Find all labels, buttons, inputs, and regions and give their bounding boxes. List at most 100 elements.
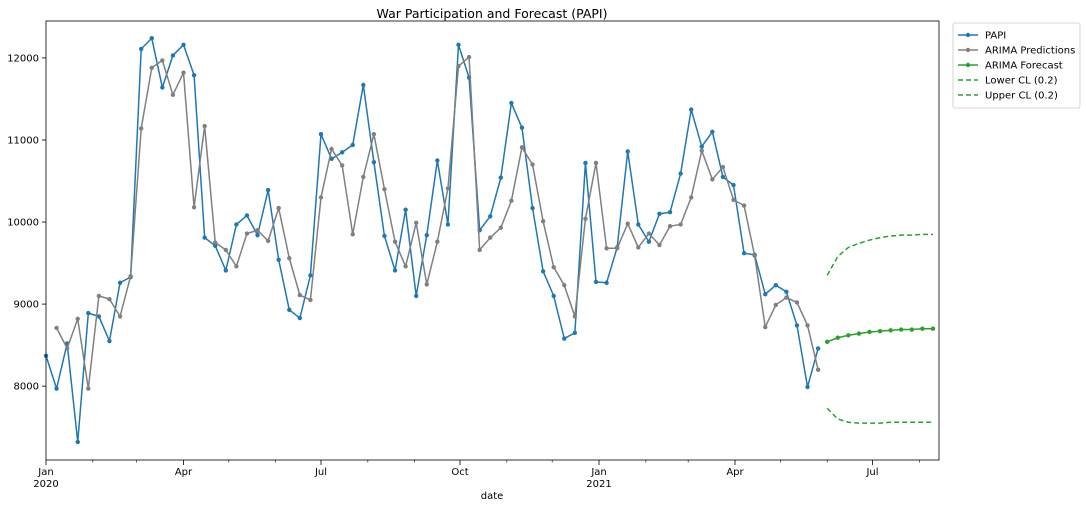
data-point (202, 235, 207, 240)
data-point (583, 216, 588, 221)
data-point (160, 85, 165, 90)
data-point (551, 293, 556, 299)
data-point (720, 164, 726, 170)
x-tick-label: Apr (726, 467, 744, 478)
data-point (805, 384, 810, 390)
data-point (265, 238, 271, 244)
data-point (824, 339, 830, 345)
y-axis: 8000 9000 10000 11000 12000 (7, 53, 46, 393)
legend-label: ARIMA Forecast (985, 61, 1063, 72)
series-line (55, 55, 819, 389)
data-point (318, 195, 324, 200)
data-point (815, 346, 821, 351)
data-point (339, 163, 345, 168)
data-point (350, 232, 355, 237)
legend-label: PAPI (985, 31, 1006, 42)
data-point (107, 296, 112, 302)
data-point (160, 58, 165, 63)
data-point (720, 174, 726, 180)
data-point (276, 257, 281, 262)
data-point (763, 324, 768, 330)
data-point (96, 314, 102, 319)
data-point (128, 273, 133, 279)
series-line (826, 407, 933, 424)
data-point (138, 46, 144, 52)
data-point (265, 187, 271, 193)
data-point (710, 177, 715, 182)
data-point (604, 280, 609, 285)
data-point (699, 144, 704, 149)
data-point (424, 282, 429, 287)
data-point (361, 82, 366, 88)
data-point (846, 333, 851, 338)
data-point (276, 205, 281, 211)
data-point (509, 198, 514, 203)
data-point (234, 264, 239, 269)
data-point (54, 386, 59, 391)
data-point (540, 219, 546, 224)
data-point (562, 336, 567, 341)
data-point (297, 292, 303, 298)
data-point (287, 255, 292, 261)
legend-marker (965, 47, 971, 53)
data-point (530, 162, 535, 167)
data-point (710, 129, 715, 134)
x-tick-label: Oct (451, 467, 468, 478)
data-point (202, 123, 207, 129)
data-point (424, 232, 429, 238)
y-tick-label: 10000 (7, 218, 39, 229)
x-tick-label: Jul (314, 467, 327, 478)
data-point (614, 246, 620, 251)
data-point (255, 232, 260, 238)
data-point (741, 203, 747, 208)
x-axis-label: date (481, 491, 504, 502)
data-point (583, 160, 588, 166)
data-point (75, 439, 80, 445)
data-point (413, 220, 419, 226)
data-point (773, 283, 779, 288)
data-point (350, 142, 355, 148)
data-point (678, 222, 683, 227)
data-point (181, 70, 186, 75)
data-point (181, 42, 186, 47)
legend-marker (965, 32, 971, 38)
data-point (75, 316, 80, 322)
data-point (107, 338, 112, 344)
data-point (191, 72, 197, 78)
data-point (794, 300, 800, 305)
data-point (667, 223, 673, 229)
data-point (96, 293, 102, 299)
y-tick-label: 12000 (7, 53, 39, 64)
data-point (413, 293, 419, 299)
series-ci-3 (826, 407, 933, 424)
data-point (54, 325, 59, 331)
data-point (392, 268, 398, 273)
data-point (625, 149, 630, 154)
data-point (509, 100, 514, 106)
data-point (741, 251, 747, 256)
data-point (625, 221, 630, 226)
x-tick-label: Jan (590, 467, 606, 478)
x-tick-label: Jul (865, 467, 878, 478)
x-tick-label: Jan (37, 467, 53, 478)
data-point (170, 53, 176, 58)
data-point (64, 346, 70, 351)
data-point (308, 297, 313, 303)
series-line (826, 233, 933, 276)
data-point (667, 209, 673, 215)
data-point (593, 160, 599, 166)
data-point (930, 326, 936, 331)
data-point (488, 235, 493, 240)
data-point (867, 329, 872, 335)
data-point (593, 279, 599, 285)
data-point (877, 328, 883, 334)
data-point (920, 326, 925, 331)
data-point (784, 295, 789, 300)
plot-area (43, 36, 936, 445)
data-point (117, 314, 123, 319)
data-point (403, 207, 408, 212)
data-point (223, 247, 229, 253)
data-point (318, 132, 324, 137)
